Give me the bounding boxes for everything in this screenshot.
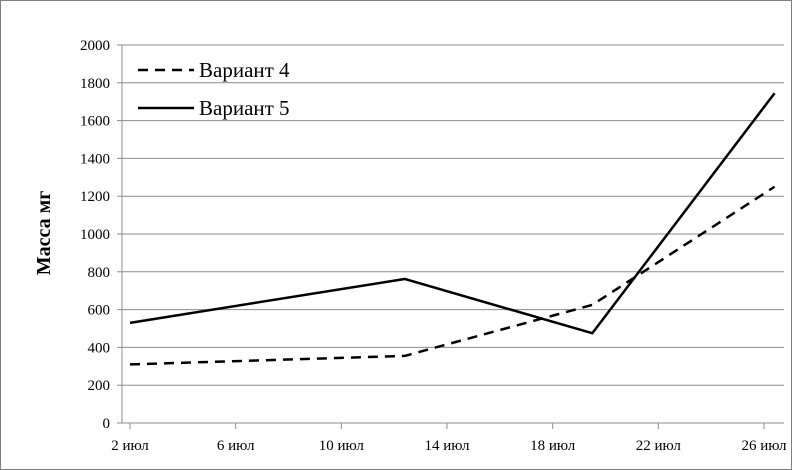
- y-tick-label: 1800: [80, 76, 110, 92]
- x-tick-label: 26 июл: [741, 438, 787, 454]
- legend-label-2: Вариант 5: [199, 96, 290, 120]
- y-tick-label: 800: [88, 265, 111, 281]
- x-tick-label: 6 июл: [217, 438, 255, 454]
- y-axis-label: Масса мг: [33, 191, 55, 276]
- y-tick-label: 200: [88, 378, 111, 394]
- y-tick-label: 2000: [80, 38, 110, 54]
- series-line-1: [129, 185, 776, 366]
- x-tick-label: 22 июл: [636, 438, 682, 454]
- y-tick-label: 400: [88, 340, 111, 356]
- x-tick-label: 2 июл: [111, 438, 149, 454]
- y-tick-label: 1600: [80, 114, 110, 130]
- y-tick-label: 1200: [80, 189, 110, 205]
- x-tick-label: 10 июл: [319, 438, 365, 454]
- legend-label-1: Вариант 4: [199, 58, 290, 82]
- series-line-2: [129, 92, 776, 335]
- x-tick-label: 14 июл: [424, 438, 470, 454]
- y-tick-label: 600: [88, 303, 111, 319]
- y-tick-label: 0: [103, 416, 111, 432]
- y-tick-label: 1000: [80, 227, 110, 243]
- y-tick-label: 1400: [80, 151, 110, 167]
- x-tick-label: 18 июл: [530, 438, 576, 454]
